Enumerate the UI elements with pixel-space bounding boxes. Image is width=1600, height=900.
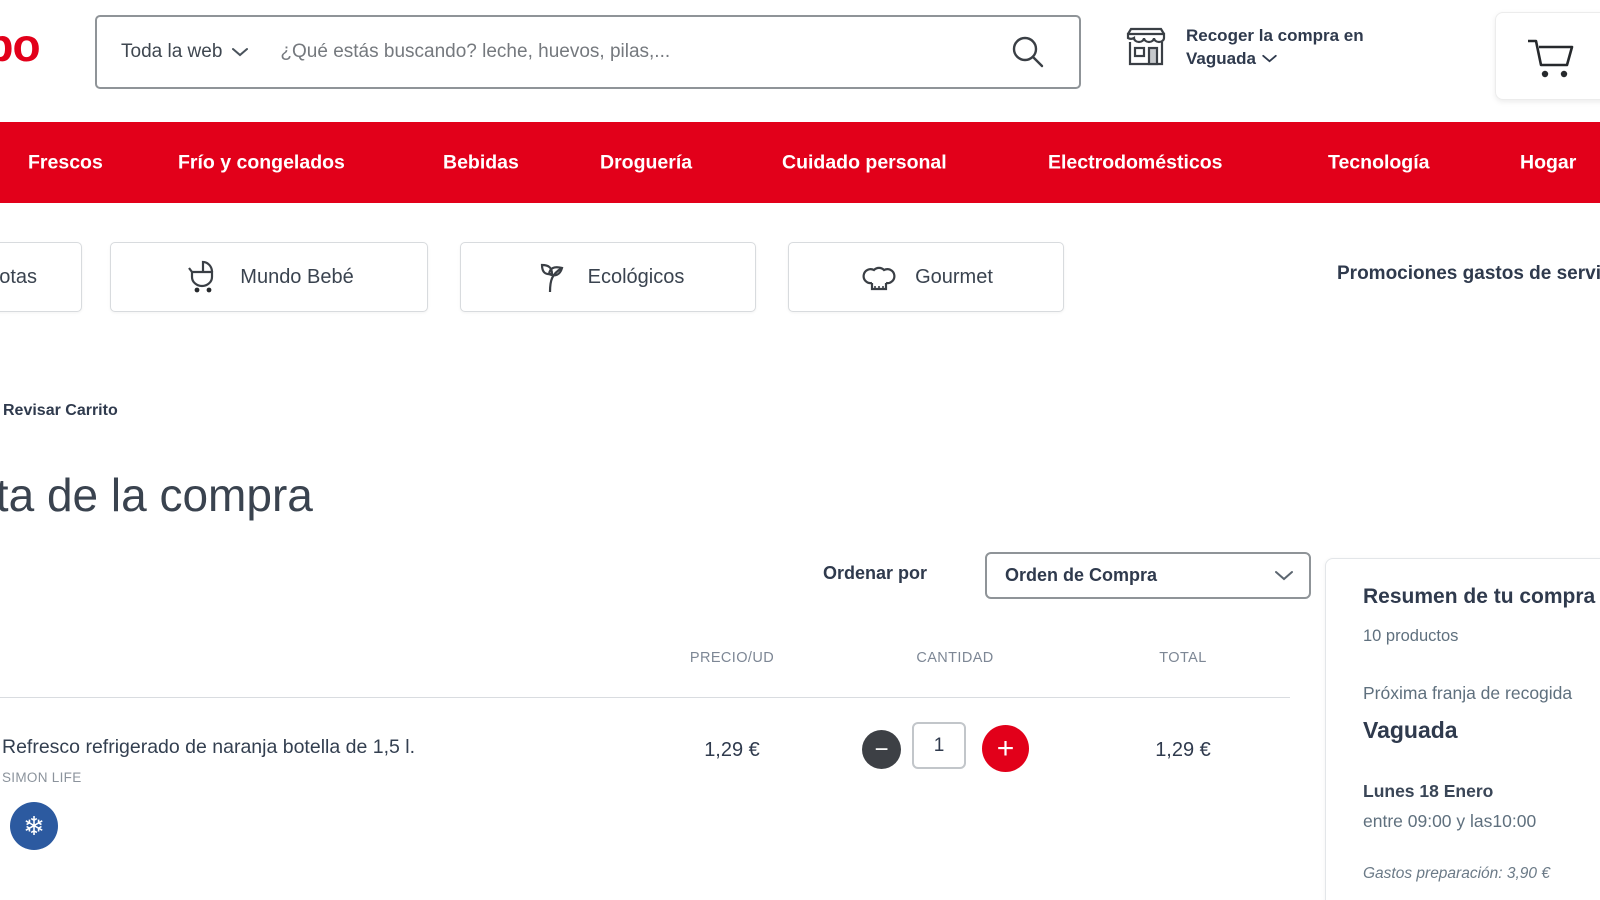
category-nav: Frescos Frío y congelados Bebidas Drogue… [0, 122, 1600, 203]
pickup-location-selector[interactable]: Recoger la compra en Vaguada [1122, 24, 1364, 72]
quicklink-label: Ecológicos [587, 265, 685, 288]
cart-button[interactable] [1495, 12, 1600, 100]
summary-pickup-date: Lunes 18 Enero [1363, 781, 1494, 801]
refrigerated-snowflake-icon: ❄ [10, 802, 58, 850]
chevron-down-icon [232, 47, 249, 57]
quicklink-label: Mascotas [0, 265, 37, 288]
breadcrumb: Revisar Carrito [3, 402, 118, 419]
search-scope-dropdown[interactable]: Toda la web [97, 41, 249, 63]
quicklink-label: Gourmet [915, 265, 993, 288]
chef-hat-icon [859, 257, 899, 297]
quicklink-ecologicos[interactable]: Ecológicos [460, 242, 756, 312]
sort-select[interactable]: Orden de Compra [985, 552, 1311, 599]
quantity-increase-button[interactable]: + [982, 725, 1029, 772]
order-summary-panel: Resumen de tu compra 10 productos Próxim… [1325, 558, 1600, 900]
column-header-quantity: CANTIDAD [916, 650, 994, 666]
nav-item-frio-y-congelados[interactable]: Frío y congelados [178, 151, 345, 173]
summary-pickup-time: entre 09:00 y las10:00 [1363, 811, 1537, 831]
column-header-total: TOTAL [1159, 650, 1207, 666]
leaf-icon [532, 257, 572, 297]
nav-item-frescos[interactable]: Frescos [28, 151, 103, 173]
summary-product-count: 10 productos [1363, 627, 1459, 645]
quantity-decrease-button[interactable]: − [862, 730, 901, 769]
sort-label: Ordenar por [823, 563, 928, 583]
product-unit-price: 1,29 € [704, 739, 760, 761]
search-input[interactable]: ¿Qué estás buscando? leche, huevos, pila… [280, 41, 671, 62]
quicklink-mascotas[interactable]: Mascotas [0, 242, 82, 312]
nav-item-bebidas[interactable]: Bebidas [443, 151, 519, 173]
nav-item-electrodomesticos[interactable]: Electrodomésticos [1048, 151, 1223, 173]
table-divider [0, 697, 1290, 698]
quicklink-gourmet[interactable]: Gourmet [788, 242, 1064, 312]
product-brand: SIMON LIFE [2, 770, 82, 785]
chevron-down-icon [1275, 571, 1293, 581]
store-logo[interactable]: alcampo [0, 19, 41, 71]
product-line-total: 1,29 € [1155, 739, 1211, 761]
summary-next-slot-label: Próxima franja de recogida [1363, 683, 1573, 703]
nav-item-cuidado-personal[interactable]: Cuidado personal [782, 151, 947, 173]
quicklink-mundo-bebe[interactable]: Mundo Bebé [110, 242, 428, 312]
pickup-store-name: Vaguada [1186, 49, 1256, 68]
page-title: Cesta de la compra [0, 469, 313, 521]
search-bar[interactable]: Toda la web ¿Qué estás buscando? leche, … [95, 15, 1081, 89]
nav-item-tecnologia[interactable]: Tecnología [1328, 151, 1430, 173]
quantity-input[interactable] [912, 722, 966, 769]
summary-store-name: Vaguada [1363, 717, 1458, 743]
cart-icon [1528, 39, 1574, 78]
storefront-icon [1122, 24, 1170, 72]
promo-shipping-link[interactable]: Promociones gastos de servicio [1337, 263, 1600, 284]
nav-item-hogar[interactable]: Hogar [1520, 151, 1577, 173]
summary-preparation-fee: Gastos preparación: 3,90 € [1363, 865, 1550, 882]
search-icon[interactable] [1009, 33, 1047, 71]
search-scope-label: Toda la web [121, 41, 223, 62]
sort-select-value: Orden de Compra [1005, 565, 1158, 585]
quicklink-label: Mundo Bebé [240, 265, 354, 288]
product-name-link[interactable]: Refresco refrigerado de naranja botella … [2, 736, 416, 758]
chevron-down-icon [1262, 54, 1277, 63]
pickup-label: Recoger la compra en [1186, 26, 1364, 45]
nav-item-drogueria[interactable]: Droguería [600, 151, 693, 173]
pram-icon [184, 257, 224, 297]
summary-title: Resumen de tu compra [1363, 585, 1596, 608]
column-header-price: PRECIO/UD [689, 650, 775, 666]
